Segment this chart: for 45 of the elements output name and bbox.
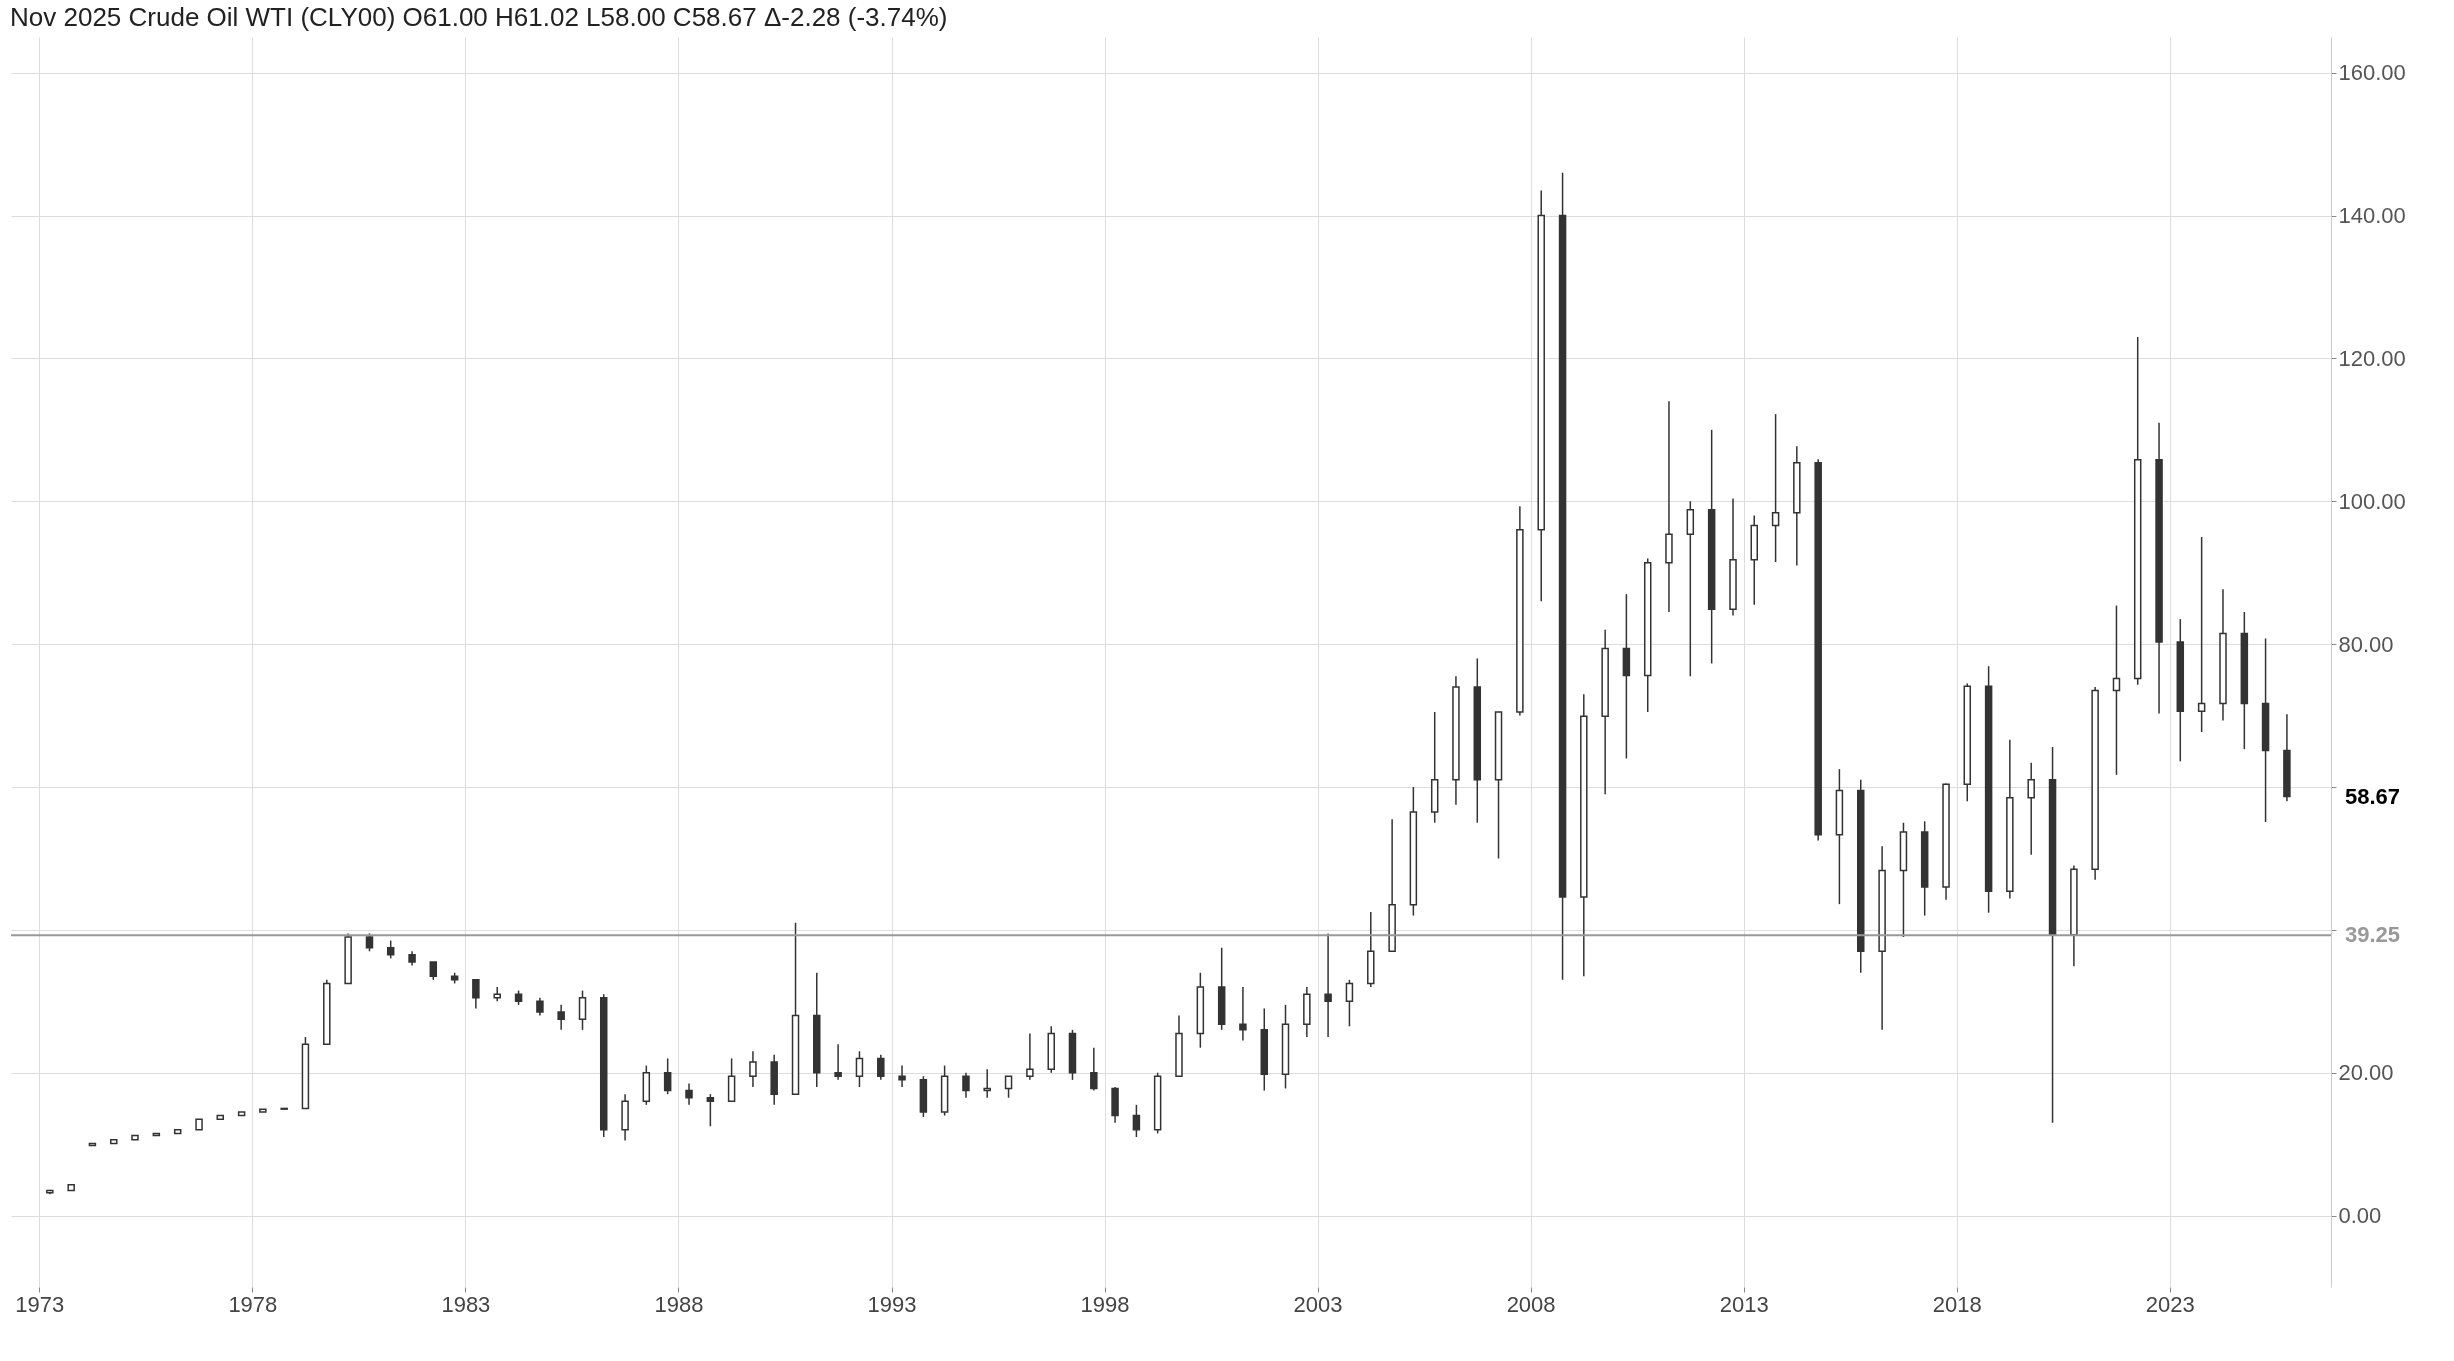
candlestick <box>1345 979 1354 1028</box>
candlestick <box>1132 1104 1141 1138</box>
x-tick-label: 2023 <box>2145 1291 2195 1317</box>
annotation: 58.67 <box>2345 783 2401 809</box>
x-tick-label: 1983 <box>441 1291 491 1317</box>
candlestick <box>834 1043 842 1081</box>
x-tick-label: 1978 <box>228 1291 278 1317</box>
candlestick <box>663 1057 672 1095</box>
candlestick <box>685 1082 693 1106</box>
candlestick <box>706 1093 715 1128</box>
x-tick-label: 2013 <box>1719 1291 1769 1317</box>
x-tick-label: 2008 <box>1506 1291 1556 1317</box>
y-tick-label: 20.00 <box>2338 1060 2394 1086</box>
y-tick-label: 120.00 <box>2338 345 2406 371</box>
candlestick <box>962 1071 970 1099</box>
candlestick <box>472 979 480 1010</box>
candlestick <box>1771 413 1780 563</box>
y-tick-label: 160.00 <box>2338 60 2406 86</box>
candlestick <box>2027 761 2035 856</box>
y-tick-label: 0.00 <box>2338 1203 2382 1229</box>
x-tick-label: 1993 <box>867 1291 917 1317</box>
y-tick-label: 140.00 <box>2338 203 2406 229</box>
candlestick <box>1239 986 1247 1042</box>
candlestick <box>1004 1075 1013 1099</box>
candlestick <box>557 1004 565 1031</box>
chart-title: Nov 2025 Crude Oil WTI (CLY00) O61.00 H61.02 L58.00 C58.67 Δ-2.28 (-3.74%) <box>10 2 948 32</box>
candlestick <box>2197 536 2206 733</box>
x-tick-label: 2018 <box>1932 1291 1982 1317</box>
candlestick <box>877 1054 885 1081</box>
ref-line-label: 39.25 <box>2345 922 2401 948</box>
candlestick <box>578 989 587 1031</box>
x-tick-label: 1973 <box>15 1291 65 1317</box>
candlestick <box>1090 1046 1098 1092</box>
candlestick <box>2112 604 2121 776</box>
candlestick <box>749 1050 757 1088</box>
candlestick <box>1324 932 1332 1038</box>
x-tick-label: 1998 <box>1080 1291 1130 1317</box>
candlestick <box>898 1064 906 1088</box>
candlestick <box>855 1050 864 1088</box>
y-tick-label: 80.00 <box>2338 631 2394 657</box>
y-tick-label: 100.00 <box>2338 488 2406 514</box>
candlestick <box>983 1068 991 1099</box>
x-tick-label: 2003 <box>1293 1291 1343 1317</box>
candlestick <box>1026 1032 1034 1081</box>
x-tick-label: 1988 <box>654 1291 704 1317</box>
